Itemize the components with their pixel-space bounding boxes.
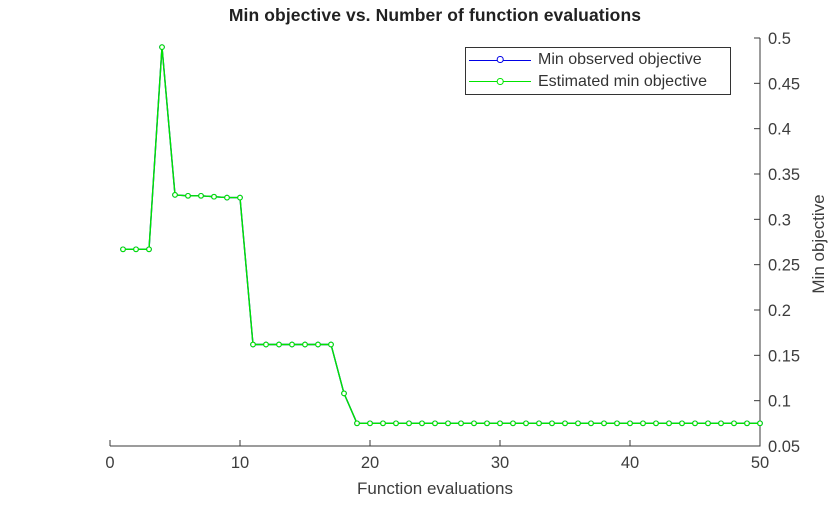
series-marker <box>562 420 568 427</box>
legend-line-sample-blue <box>469 59 531 61</box>
x-tick-label: 10 <box>231 454 249 472</box>
series-marker <box>159 44 165 50</box>
series-marker <box>484 420 490 427</box>
series-marker <box>198 192 204 199</box>
series-marker <box>367 420 373 427</box>
y-tick-label: 0.3 <box>768 211 791 229</box>
x-tick-label: 0 <box>105 454 114 472</box>
series-marker <box>744 420 750 427</box>
x-tick-label: 30 <box>491 454 509 472</box>
series-line <box>123 46 760 424</box>
series-marker <box>718 420 724 427</box>
series-marker <box>380 420 386 427</box>
legend-entry-min-observed: Min observed objective <box>469 50 726 71</box>
y-tick-label: 0.25 <box>768 257 800 275</box>
series-marker <box>471 420 477 427</box>
series-marker <box>692 420 698 427</box>
legend-entry-estimated-min: Estimated min objective <box>469 71 726 92</box>
series-marker <box>276 341 282 348</box>
y-tick-label: 0.15 <box>768 347 800 365</box>
y-tick-label: 0.45 <box>768 75 800 93</box>
series-marker <box>341 390 347 397</box>
series-marker <box>185 192 191 199</box>
legend-label: Min observed objective <box>538 51 702 69</box>
series-marker <box>419 420 425 427</box>
series-marker <box>393 420 399 427</box>
series-marker <box>211 193 217 200</box>
x-tick-label: 40 <box>621 454 639 472</box>
series-marker <box>627 420 633 427</box>
series-marker <box>146 246 152 253</box>
x-tick-label: 20 <box>361 454 379 472</box>
series-marker <box>536 420 542 427</box>
series-marker <box>445 420 451 427</box>
y-axis-label: Min objective <box>809 194 828 294</box>
series-marker <box>458 420 464 427</box>
y-tick-label: 0.35 <box>768 166 800 184</box>
y-tick-label: 0.1 <box>768 393 791 411</box>
y-tick-label: 0.2 <box>768 302 791 320</box>
legend-line-sample-green <box>469 81 531 83</box>
series-marker <box>289 341 295 348</box>
y-tick-label: 0.4 <box>768 121 791 139</box>
series-marker <box>575 420 581 427</box>
series-marker <box>224 194 230 201</box>
series-marker <box>679 420 685 427</box>
series-marker <box>614 420 620 427</box>
series-marker <box>497 420 503 427</box>
series-marker <box>302 341 308 348</box>
series-marker <box>653 420 659 427</box>
series-marker <box>510 420 516 427</box>
series-marker <box>757 420 763 427</box>
series-marker <box>523 420 529 427</box>
chart-title: Min objective vs. Number of function eva… <box>228 5 642 25</box>
series-marker <box>588 420 594 427</box>
series-marker <box>237 194 243 201</box>
x-tick-label: 50 <box>751 454 769 472</box>
series-marker <box>705 420 711 427</box>
series-marker <box>731 420 737 427</box>
series-marker <box>315 341 321 348</box>
legend: Min observed objective Estimated min obj… <box>465 47 731 95</box>
x-axis-label: Function evaluations <box>357 479 513 498</box>
series-marker <box>328 341 334 348</box>
series-marker <box>601 420 607 427</box>
series-marker <box>406 420 412 427</box>
series-marker <box>666 420 672 427</box>
series-marker <box>133 246 139 253</box>
series-line <box>123 46 760 424</box>
series-marker <box>549 420 555 427</box>
series-marker <box>432 420 438 427</box>
series-marker <box>120 246 126 253</box>
series-marker <box>250 341 256 348</box>
legend-label: Estimated min objective <box>538 72 707 90</box>
series-marker <box>640 420 646 427</box>
series-marker <box>172 192 178 198</box>
y-tick-label: 0.05 <box>768 438 800 456</box>
series-marker <box>263 341 269 348</box>
y-tick-label: 0.5 <box>768 30 791 48</box>
series-marker <box>354 420 360 427</box>
